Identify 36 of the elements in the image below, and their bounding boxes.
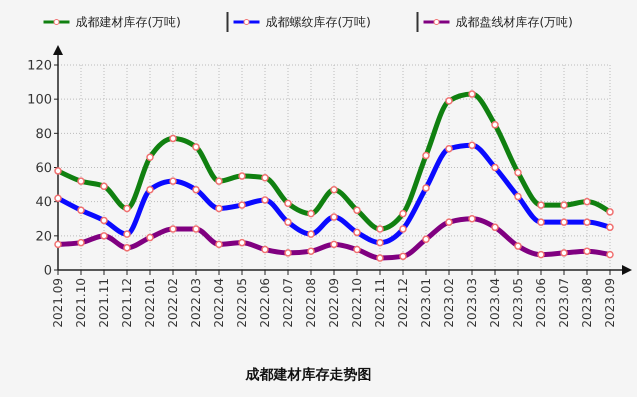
x-tick-label: 2023.08 <box>580 278 594 328</box>
y-tick-label: 80 <box>35 126 52 142</box>
x-tick-label: 2022.11 <box>373 278 388 328</box>
y-tick-label: 40 <box>35 195 52 210</box>
x-tick-label: 2021.10 <box>74 278 88 328</box>
x-tick-label: 2023.07 <box>557 278 572 328</box>
x-tick-label: 2021.09 <box>51 278 66 328</box>
x-tick-label: 2022.12 <box>396 278 410 328</box>
x-tick-label: 2023.04 <box>488 278 502 328</box>
legend-label: 成都建材库存(万吨) <box>76 15 181 30</box>
y-tick-label: 0 <box>44 264 52 279</box>
x-tick-label: 2021.12 <box>120 278 134 328</box>
y-tick-label: 60 <box>35 161 52 176</box>
x-tick-label: 2022.03 <box>189 278 204 328</box>
text: 成都建材库存走势图 <box>244 366 372 383</box>
legend-label: 成都盘线材库存(万吨) <box>456 15 573 30</box>
x-tick-label: 2023.06 <box>534 278 548 328</box>
x-tick-label: 2022.08 <box>304 278 318 328</box>
x-tick-label: 2023.01 <box>419 278 434 328</box>
x-tick-label: 2022.02 <box>166 278 180 328</box>
x-tick-label: 2023.03 <box>465 278 480 328</box>
x-tick-label: 2023.09 <box>603 278 618 328</box>
x-tick-label: 2022.07 <box>281 278 296 328</box>
x-tick-label: 2022.01 <box>143 278 158 328</box>
x-tick-label: 2022.10 <box>350 278 364 328</box>
y-tick-label: 100 <box>27 92 52 108</box>
x-tick-label: 2022.09 <box>327 278 342 328</box>
x-tick-label: 2023.05 <box>511 278 526 328</box>
x-tick-label: 2021.11 <box>97 278 112 328</box>
y-tick-label: 120 <box>27 58 52 74</box>
x-tick-label: 2022.05 <box>235 278 250 328</box>
x-tick-label: 2022.04 <box>212 278 226 328</box>
legend-label: 成都螺纹库存(万吨) <box>266 15 371 30</box>
x-tick-label: 2023.02 <box>442 278 456 328</box>
y-tick-label: 20 <box>35 229 52 244</box>
x-tick-label: 2022.06 <box>258 278 272 328</box>
